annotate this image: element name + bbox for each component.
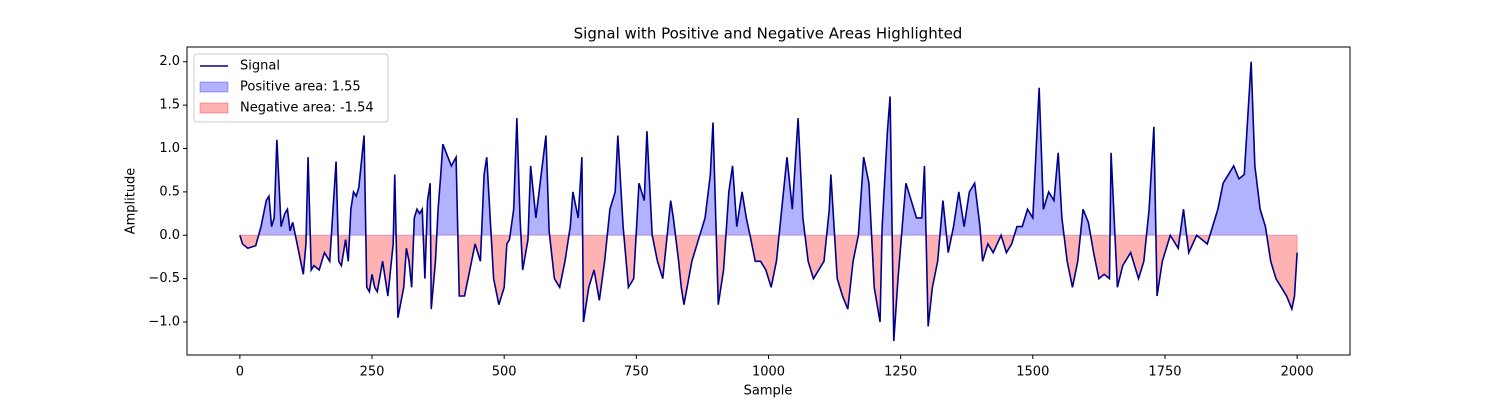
legend-box bbox=[193, 53, 389, 123]
y-tick-label: 2.0 bbox=[159, 54, 180, 69]
x-tick-label: 250 bbox=[360, 365, 385, 380]
y-tick-label: −0.5 bbox=[148, 271, 180, 286]
y-axis-label: Amplitude bbox=[124, 168, 139, 235]
y-tick-label: 1.5 bbox=[159, 98, 180, 113]
x-tick-label: 500 bbox=[492, 365, 517, 380]
legend-label: Signal bbox=[240, 59, 280, 74]
x-tick-label: 1000 bbox=[752, 365, 785, 380]
legend-label: Negative area: -1.54 bbox=[240, 101, 374, 116]
x-tick-label: 1750 bbox=[1148, 365, 1181, 380]
x-tick-label: 1500 bbox=[1016, 365, 1049, 380]
x-tick-label: 1250 bbox=[884, 365, 917, 380]
x-axis-label: Sample bbox=[744, 384, 793, 399]
legend-swatch bbox=[199, 81, 229, 93]
y-tick-label: 1.0 bbox=[159, 141, 180, 156]
chart-title: Signal with Positive and Negative Areas … bbox=[574, 25, 963, 43]
x-tick-label: 750 bbox=[624, 365, 649, 380]
plot-frame bbox=[186, 46, 1351, 356]
signal-line bbox=[239, 61, 1298, 342]
legend-label: Positive area: 1.55 bbox=[240, 80, 361, 95]
y-tick-label: 0.5 bbox=[159, 184, 180, 199]
y-tick-label: 0.0 bbox=[159, 228, 180, 243]
legend-swatch bbox=[199, 102, 229, 114]
x-tick-label: 0 bbox=[236, 365, 244, 380]
x-tick-label: 2000 bbox=[1281, 365, 1314, 380]
y-tick-label: −1.0 bbox=[148, 315, 180, 330]
